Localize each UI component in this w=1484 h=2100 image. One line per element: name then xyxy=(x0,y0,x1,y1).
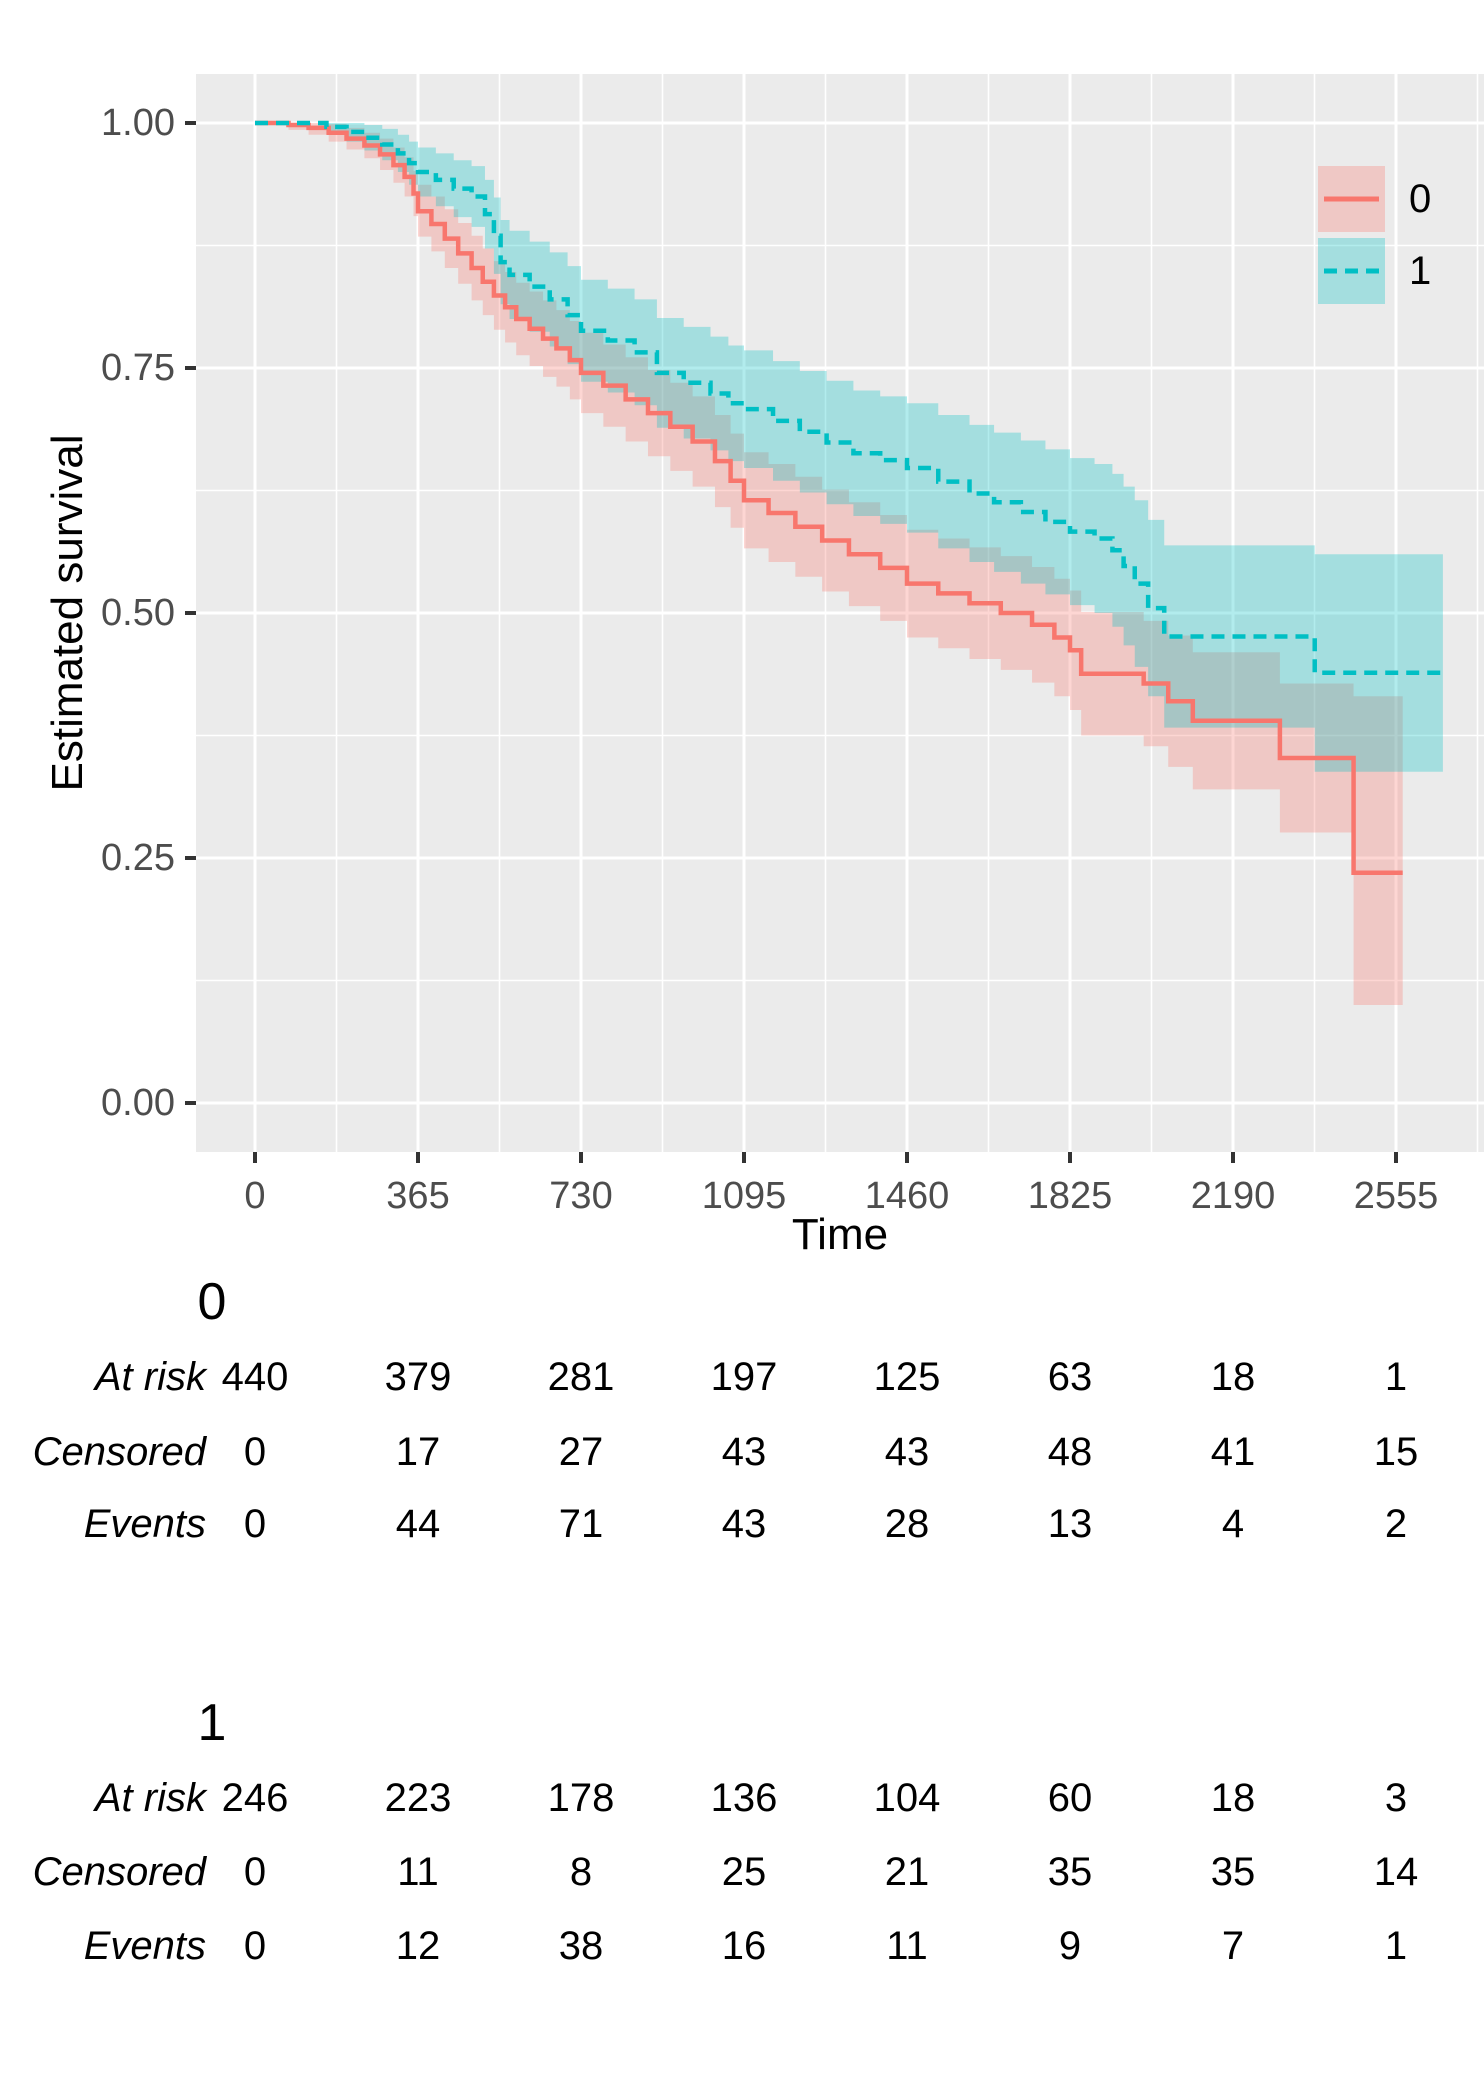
risk-table-value: 178 xyxy=(547,1776,615,1820)
risk-table-value: 0 xyxy=(243,1502,267,1546)
x-tick-mark xyxy=(742,1152,746,1163)
risk-table-row-label: Censored xyxy=(32,1430,206,1474)
legend-key-0 xyxy=(1318,166,1385,232)
risk-table-value: 3 xyxy=(1384,1776,1408,1820)
x-tick-mark xyxy=(253,1152,257,1163)
confidence-band-0 xyxy=(255,123,1403,1005)
risk-table-value: 4 xyxy=(1221,1502,1245,1546)
x-tick-mark xyxy=(1068,1152,1072,1163)
risk-table-value: 379 xyxy=(384,1355,452,1399)
risk-table-value: 0 xyxy=(243,1850,267,1894)
risk-table-value: 21 xyxy=(884,1850,930,1894)
risk-table-row-label: Events xyxy=(83,1502,206,1546)
y-tick-mark xyxy=(185,1101,196,1105)
risk-table-value: 63 xyxy=(1047,1355,1093,1399)
survival-chart xyxy=(196,74,1484,1152)
risk-table-group-title: 0 xyxy=(197,1273,227,1331)
risk-table-value: 125 xyxy=(873,1355,941,1399)
risk-table-value: 1 xyxy=(1384,1355,1408,1399)
risk-table-value: 18 xyxy=(1210,1776,1256,1820)
x-axis-title: Time xyxy=(791,1210,889,1259)
risk-table-value: 43 xyxy=(884,1430,930,1474)
x-tick-label: 1825 xyxy=(1027,1175,1113,1217)
y-tick-mark xyxy=(185,856,196,860)
x-tick-label: 0 xyxy=(244,1175,266,1217)
legend-item-1: 1 xyxy=(1318,238,1431,304)
risk-table-value: 14 xyxy=(1373,1850,1419,1894)
risk-table-value: 0 xyxy=(243,1924,267,1968)
risk-table-group-title: 1 xyxy=(197,1694,227,1752)
y-tick-label: 1.00 xyxy=(101,102,175,144)
risk-table-value: 8 xyxy=(569,1850,593,1894)
risk-table-value: 1 xyxy=(1384,1924,1408,1968)
risk-table-value: 197 xyxy=(710,1355,778,1399)
risk-table-value: 43 xyxy=(721,1502,767,1546)
risk-table-value: 12 xyxy=(395,1924,441,1968)
risk-table-row-label: At risk xyxy=(94,1355,206,1399)
risk-table-value: 136 xyxy=(710,1776,778,1820)
risk-table-value: 104 xyxy=(873,1776,941,1820)
x-tick-mark xyxy=(905,1152,909,1163)
risk-table-value: 11 xyxy=(397,1850,439,1894)
risk-table-value: 71 xyxy=(558,1502,604,1546)
risk-table-value: 35 xyxy=(1210,1850,1256,1894)
risk-table-value: 25 xyxy=(721,1850,767,1894)
risk-table-value: 9 xyxy=(1058,1924,1082,1968)
x-tick-label: 365 xyxy=(386,1175,450,1217)
risk-table-value: 440 xyxy=(221,1355,289,1399)
x-tick-label: 730 xyxy=(549,1175,613,1217)
x-tick-mark xyxy=(1394,1152,1398,1163)
survival-curve-1 xyxy=(255,120,1443,676)
risk-table-row-label: Events xyxy=(83,1924,206,1968)
x-tick-label: 1460 xyxy=(864,1175,950,1217)
legend-label: 1 xyxy=(1409,248,1432,293)
risk-table-value: 7 xyxy=(1221,1924,1245,1968)
y-tick-mark xyxy=(185,121,196,125)
risk-table-value: 28 xyxy=(884,1502,930,1546)
x-tick-label: 2190 xyxy=(1190,1175,1276,1217)
y-tick-label: 0.75 xyxy=(101,347,175,389)
risk-table-value: 60 xyxy=(1047,1776,1093,1820)
risk-table-value: 35 xyxy=(1047,1850,1093,1894)
risk-table-value: 281 xyxy=(547,1355,615,1399)
y-tick-label: 0.25 xyxy=(101,837,175,879)
legend-key-1 xyxy=(1318,238,1385,304)
x-tick-label: 2555 xyxy=(1353,1175,1439,1217)
risk-table-value: 41 xyxy=(1210,1430,1256,1474)
legend-item-0: 0 xyxy=(1318,166,1431,232)
risk-table-value: 48 xyxy=(1047,1430,1093,1474)
y-tick-mark xyxy=(185,611,196,615)
risk-table-row-label: Censored xyxy=(32,1850,206,1894)
risk-table-value: 44 xyxy=(395,1502,441,1546)
risk-table-value: 38 xyxy=(558,1924,604,1968)
risk-table-value: 17 xyxy=(395,1430,441,1474)
y-tick-label: 0.00 xyxy=(101,1082,175,1124)
risk-table-value: 246 xyxy=(221,1776,289,1820)
y-tick-label: 0.50 xyxy=(101,592,175,634)
risk-table-value: 13 xyxy=(1047,1502,1093,1546)
risk-table-value: 43 xyxy=(721,1430,767,1474)
survival-curve-0 xyxy=(255,120,1403,875)
risk-table-value: 0 xyxy=(243,1430,267,1474)
x-tick-mark xyxy=(416,1152,420,1163)
x-tick-mark xyxy=(1231,1152,1235,1163)
risk-table-value: 15 xyxy=(1373,1430,1419,1474)
x-tick-mark xyxy=(579,1152,583,1163)
risk-table-value: 16 xyxy=(721,1924,767,1968)
risk-table-value: 11 xyxy=(886,1924,928,1968)
risk-table-value: 2 xyxy=(1384,1502,1408,1546)
confidence-band-1 xyxy=(255,123,1443,772)
risk-table-row-label: At risk xyxy=(94,1776,206,1820)
legend-label: 0 xyxy=(1409,176,1432,221)
x-tick-label: 1095 xyxy=(701,1175,787,1217)
risk-table-value: 27 xyxy=(558,1430,604,1474)
y-tick-mark xyxy=(185,366,196,370)
risk-table-value: 18 xyxy=(1210,1355,1256,1399)
risk-table-value: 223 xyxy=(384,1776,452,1820)
